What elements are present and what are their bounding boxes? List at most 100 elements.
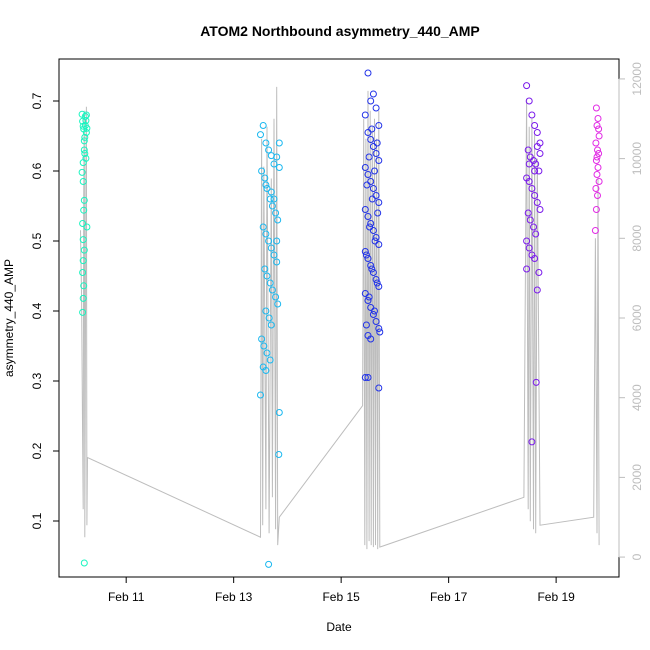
data-point xyxy=(524,146,532,154)
data-point xyxy=(265,237,273,245)
data-point xyxy=(79,308,87,316)
data-point xyxy=(592,104,600,112)
y2-tick-label: 12000 xyxy=(630,62,644,96)
data-point xyxy=(530,223,537,231)
data-point xyxy=(371,237,379,245)
data-point xyxy=(593,171,601,178)
data-point xyxy=(275,164,283,171)
data-point xyxy=(266,279,274,287)
data-point xyxy=(83,223,91,231)
scatter-points xyxy=(78,69,603,568)
data-point xyxy=(267,188,275,196)
data-point xyxy=(267,321,275,329)
data-point xyxy=(528,111,536,119)
data-point xyxy=(365,153,373,161)
secondary-line-series xyxy=(80,86,600,550)
y-tick-label: 0.3 xyxy=(30,372,44,389)
data-point xyxy=(262,230,270,238)
data-point xyxy=(257,131,264,139)
data-point xyxy=(364,213,372,220)
data-point xyxy=(375,384,383,392)
y-tick-label: 0.5 xyxy=(30,232,44,249)
data-point xyxy=(595,150,603,157)
data-point xyxy=(530,157,537,164)
data-point xyxy=(535,269,543,276)
data-point xyxy=(524,209,532,217)
x-tick-label: Feb 11 xyxy=(108,590,145,604)
data-point xyxy=(262,307,270,315)
data-point xyxy=(536,150,544,157)
data-point xyxy=(79,178,87,185)
y2-tick-label: 8000 xyxy=(630,225,644,252)
data-point xyxy=(262,139,270,147)
data-point xyxy=(361,206,369,213)
data-point xyxy=(273,153,281,161)
data-point xyxy=(594,146,601,154)
data-point xyxy=(265,314,273,322)
data-point xyxy=(367,136,375,143)
data-point xyxy=(80,246,88,254)
data-point xyxy=(270,195,278,203)
data-point xyxy=(531,255,539,262)
data-point xyxy=(375,122,383,129)
data-point xyxy=(258,167,266,175)
x-tick-label: Feb 13 xyxy=(215,590,253,604)
data-point xyxy=(533,199,541,206)
data-point xyxy=(368,265,376,273)
data-point xyxy=(79,220,87,227)
line-series-0 xyxy=(80,86,600,550)
data-point xyxy=(265,146,273,154)
data-point xyxy=(362,321,370,329)
data-point xyxy=(371,307,378,315)
data-point xyxy=(369,269,377,276)
data-point xyxy=(273,258,281,266)
data-point xyxy=(79,269,87,276)
data-point xyxy=(260,342,268,350)
data-point xyxy=(272,209,280,217)
data-point xyxy=(592,157,600,164)
data-point xyxy=(364,297,372,304)
data-point xyxy=(525,97,533,105)
data-point xyxy=(80,206,88,214)
data-point xyxy=(81,150,89,157)
data-point xyxy=(363,181,371,189)
y2-tick-label: 6000 xyxy=(630,304,644,331)
data-point xyxy=(80,196,88,204)
data-point xyxy=(82,111,90,119)
data-point xyxy=(368,125,376,133)
data-point xyxy=(373,279,381,287)
y-axis-label: asymmetry_440_AMP xyxy=(2,259,16,377)
data-point xyxy=(368,195,376,203)
data-point xyxy=(367,178,375,185)
data-point xyxy=(528,185,536,192)
data-point xyxy=(265,560,273,568)
y2-tick-label: 4000 xyxy=(630,384,644,411)
data-point xyxy=(366,223,374,231)
data-point xyxy=(362,251,370,259)
data-point xyxy=(272,293,280,301)
data-point xyxy=(367,262,375,269)
y-tick-label: 0.7 xyxy=(30,92,44,109)
data-point xyxy=(361,290,369,297)
data-point xyxy=(259,122,267,129)
data-point xyxy=(259,223,267,231)
data-point xyxy=(531,122,539,129)
data-point xyxy=(372,276,380,283)
data-point xyxy=(595,178,603,185)
data-point xyxy=(525,160,533,168)
data-point xyxy=(367,220,375,227)
data-point xyxy=(367,97,375,105)
data-point xyxy=(372,192,380,199)
data-point xyxy=(595,132,603,140)
data-point xyxy=(533,286,541,294)
x-axis-label: Date xyxy=(326,620,352,634)
data-point xyxy=(372,318,380,325)
data-point xyxy=(372,234,380,241)
y2-tick-label: 0 xyxy=(630,553,644,560)
data-point xyxy=(268,286,276,294)
data-point xyxy=(371,167,378,175)
x-tick-label: Feb 17 xyxy=(430,590,468,604)
data-point xyxy=(266,195,274,203)
data-point xyxy=(533,129,541,136)
